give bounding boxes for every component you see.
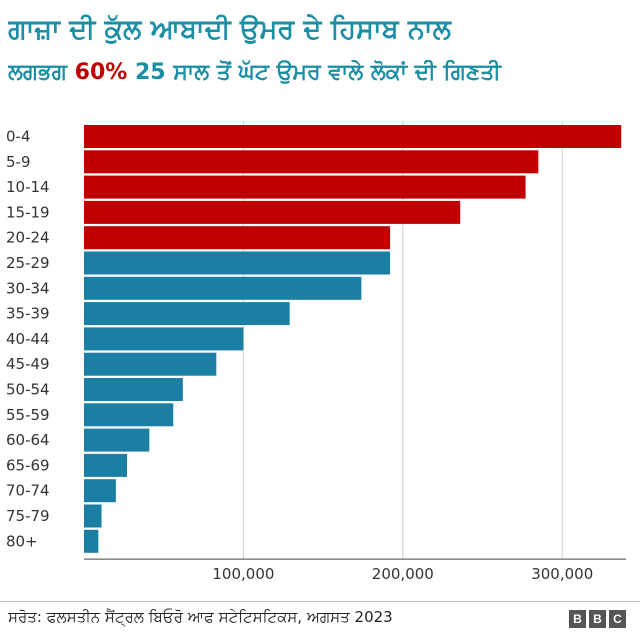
population-bar-chart: 100,000 200,000 300,000 0-4 5-9 10-14 15-19 20-…	[6, 121, 626, 583]
y-tick-label: 60-64	[6, 431, 50, 449]
y-tick-label: 45-49	[6, 355, 50, 373]
logo-letter: C	[609, 610, 626, 628]
x-tick-label: 300,000	[531, 565, 593, 583]
logo-letter: B	[589, 610, 606, 628]
y-tick-label: 25-29	[6, 254, 50, 272]
chart-subtitle: ਲਗਭਗ 60% 25 ਸਾਲ ਤੋਂ ਘੱਟ ਉਮਰ ਵਾਲੇ ਲੋਕਾਂ ਦ…	[8, 60, 632, 85]
y-tick-label: 15-19	[6, 203, 50, 221]
y-tick-label: 65-69	[6, 456, 50, 474]
bar-15-19	[84, 200, 461, 224]
subtitle-highlight: 60%	[74, 60, 128, 85]
y-tick-label: 50-54	[6, 381, 50, 399]
bar-0-4	[84, 125, 622, 148]
y-tick-label: 5-9	[6, 153, 31, 171]
bar-35-39	[84, 302, 290, 326]
chart-title: ਗਾਜ਼ਾ ਦੀ ਕੁੱਲ ਆਬਾਦੀ ਉਮਰ ਦੇ ਹਿਸਾਬ ਨਾਲ	[8, 14, 451, 45]
bar-30-34	[84, 276, 362, 300]
bar-70-74	[84, 479, 116, 503]
y-tick-label: 75-79	[6, 507, 50, 525]
logo-letter: B	[569, 610, 586, 628]
y-tick-label: 0-4	[6, 128, 31, 146]
footer-divider	[0, 601, 640, 602]
bar-45-49	[84, 352, 217, 376]
subtitle-suffix: 25 ਸਾਲ ਤੋਂ ਘੱਟ ਉਮਰ ਵਾਲੇ ਲੋਕਾਂ ਦੀ ਗਿਣਤੀ	[127, 60, 501, 85]
y-tick-label: 70-74	[6, 482, 50, 500]
x-tick-label: 100,000	[212, 565, 274, 583]
y-tick-label: 30-34	[6, 279, 50, 297]
x-tick-label: 200,000	[372, 565, 434, 583]
y-tick-label: 55-59	[6, 406, 50, 424]
bar-60-64	[84, 428, 150, 452]
bar-65-69	[84, 453, 128, 477]
y-tick-label: 35-39	[6, 305, 50, 323]
bar-20-24	[84, 226, 391, 250]
y-tick-label: 10-14	[6, 178, 50, 196]
bar-55-59	[84, 403, 174, 427]
bar-75-79	[84, 504, 102, 528]
y-tick-label: 20-24	[6, 229, 50, 247]
bar-5-9	[84, 150, 539, 174]
bbc-logo: B B C	[569, 610, 626, 628]
subtitle-prefix: ਲਗਭਗ	[8, 60, 75, 85]
bar-50-54	[84, 378, 183, 401]
bar-10-14	[84, 175, 526, 199]
y-tick-label: 40-44	[6, 330, 50, 348]
bar-25-29	[84, 251, 391, 275]
y-tick-label: 80+	[6, 532, 38, 550]
bar-80+	[84, 529, 99, 553]
bar-40-44	[84, 327, 244, 351]
source-note: ਸਰੋਤ: ਫਲਸਤੀਨ ਸੈਂਟ੍ਰਲ ਬਿਓਰੋ ਆਫ ਸਟੇਟਿਸਟਿਕਸ…	[8, 608, 393, 626]
